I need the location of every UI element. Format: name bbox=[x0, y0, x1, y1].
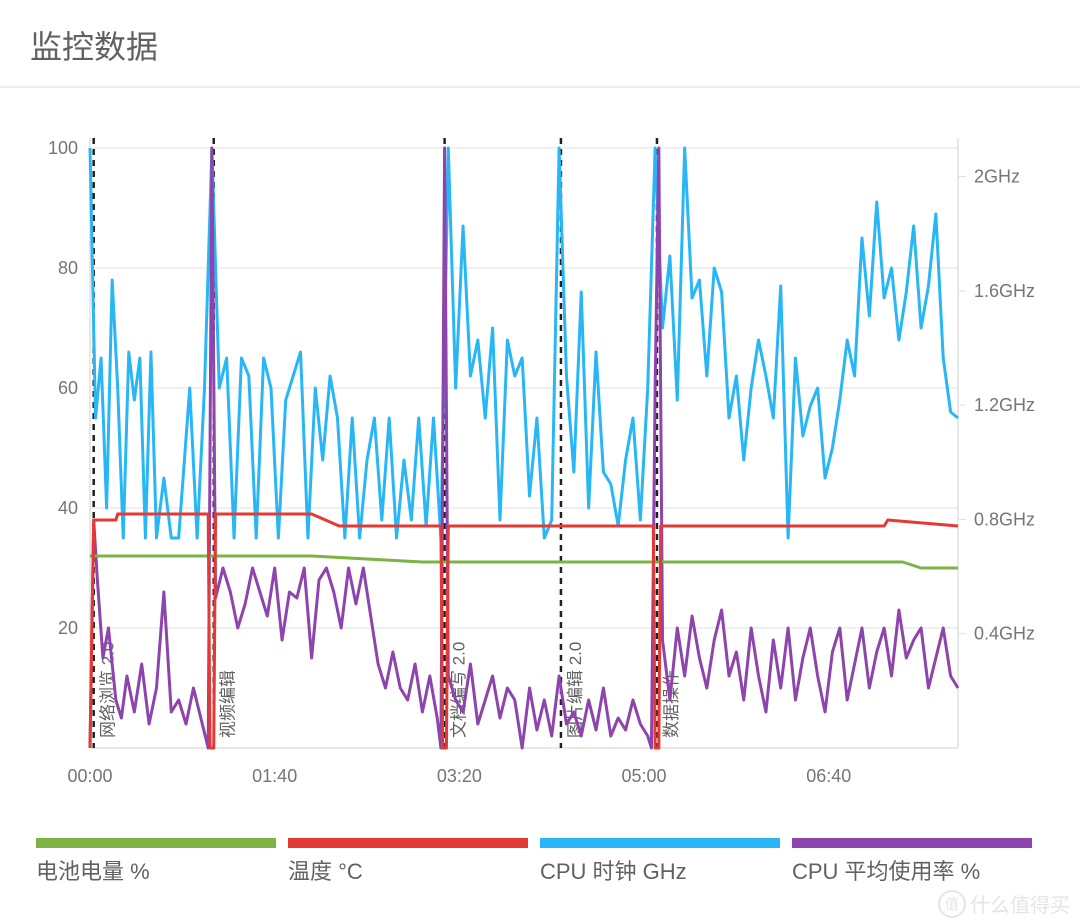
svg-text:60: 60 bbox=[58, 378, 78, 398]
svg-text:1.6GHz: 1.6GHz bbox=[974, 281, 1035, 301]
page-title: 监控数据 bbox=[30, 22, 1050, 68]
legend-item-battery[interactable]: 电池电量 % bbox=[36, 838, 288, 886]
legend-swatch bbox=[792, 838, 1032, 848]
svg-text:0.8GHz: 0.8GHz bbox=[974, 509, 1035, 529]
legend-swatch bbox=[540, 838, 780, 848]
svg-text:2GHz: 2GHz bbox=[974, 167, 1020, 187]
watermark-icon: 值 bbox=[938, 890, 966, 918]
watermark-text: 什么值得买 bbox=[970, 889, 1070, 918]
svg-text:00:00: 00:00 bbox=[67, 766, 112, 786]
svg-text:40: 40 bbox=[58, 498, 78, 518]
header: 监控数据 bbox=[0, 0, 1080, 88]
legend-swatch bbox=[288, 838, 528, 848]
svg-text:06:40: 06:40 bbox=[806, 766, 851, 786]
legend-item-cpuusage[interactable]: CPU 平均使用率 % bbox=[792, 838, 1044, 886]
legend-label: CPU 平均使用率 % bbox=[792, 854, 1044, 886]
svg-text:20: 20 bbox=[58, 618, 78, 638]
svg-text:1.2GHz: 1.2GHz bbox=[974, 395, 1035, 415]
svg-text:01:40: 01:40 bbox=[252, 766, 297, 786]
svg-text:03:20: 03:20 bbox=[437, 766, 482, 786]
legend-label: CPU 时钟 GHz bbox=[540, 854, 792, 886]
legend-swatch bbox=[36, 838, 276, 848]
legend-label: 电池电量 % bbox=[36, 854, 288, 886]
svg-text:0.4GHz: 0.4GHz bbox=[974, 624, 1035, 644]
legend-item-cpuclock[interactable]: CPU 时钟 GHz bbox=[540, 838, 792, 886]
svg-text:80: 80 bbox=[58, 258, 78, 278]
svg-text:图片编辑 2.0: 图片编辑 2.0 bbox=[566, 642, 585, 738]
legend-label: 温度 °C bbox=[288, 854, 540, 886]
monitoring-chart: 20 40 60 80 100 0.4GHz 0.8GHz 1.2GHz 1.6GHz 2GHz 0… bbox=[10, 128, 1080, 828]
svg-text:视频编辑: 视频编辑 bbox=[219, 670, 238, 738]
legend-item-temp[interactable]: 温度 °C bbox=[288, 838, 540, 886]
watermark: 值 什么值得买 bbox=[938, 889, 1070, 918]
svg-text:100: 100 bbox=[48, 138, 78, 158]
legend: 电池电量 % 温度 °C CPU 时钟 GHz CPU 平均使用率 % bbox=[0, 838, 1080, 886]
chart-container: 20 40 60 80 100 0.4GHz 0.8GHz 1.2GHz 1.6GHz 2GHz 0… bbox=[0, 88, 1080, 838]
svg-text:05:00: 05:00 bbox=[622, 766, 667, 786]
